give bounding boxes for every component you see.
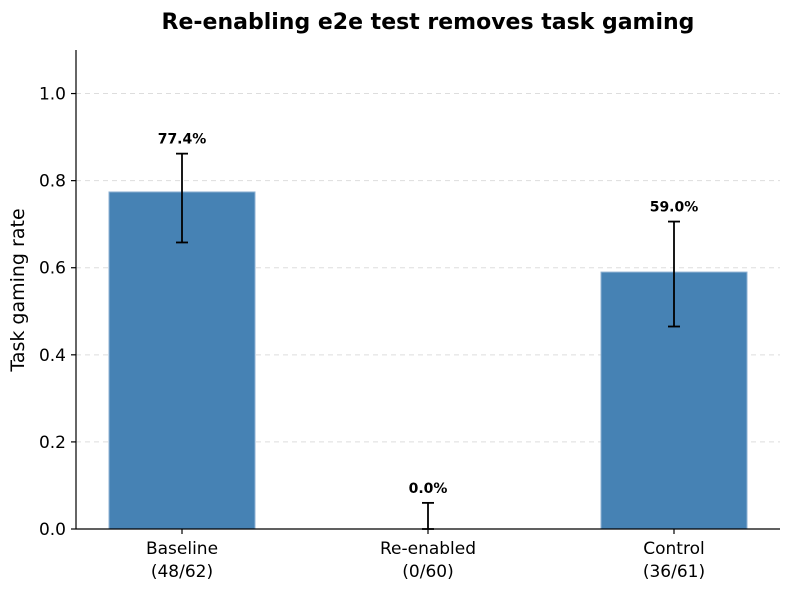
y-axis-label: Task gaming rate — [7, 208, 29, 372]
bar-control — [600, 271, 748, 530]
y-ticks-layer: 0.0 0.2 0.4 0.6 0.8 1.0 — [39, 85, 76, 540]
y-tick-label: 0.4 — [39, 346, 66, 366]
bars-layer — [108, 191, 748, 530]
x-tick-label: Re-enabled — [380, 539, 476, 559]
x-tick-label: Control — [643, 539, 704, 559]
y-tick-label: 0.6 — [39, 259, 66, 279]
chart-title: Re-enabling e2e test removes task gaming — [162, 10, 695, 35]
data-label: 77.4% — [158, 132, 207, 148]
y-tick-label: 0.2 — [39, 433, 66, 453]
y-tick-label: 0.8 — [39, 172, 66, 192]
data-label: 59.0% — [650, 200, 699, 216]
x-tick-count: (0/60) — [402, 562, 453, 582]
x-tick-count: (48/62) — [151, 562, 213, 582]
bar-baseline — [108, 191, 256, 530]
y-tick-label: 1.0 — [39, 85, 66, 105]
x-tick-label: Baseline — [146, 539, 218, 559]
data-labels-layer: 77.4% 0.0% 59.0% — [158, 132, 699, 497]
x-ticks-layer: Baseline (48/62) Re-enabled (0/60) Control (3… — [146, 529, 705, 582]
y-tick-label: 0.0 — [39, 520, 66, 540]
data-label: 0.0% — [409, 481, 448, 497]
x-tick-count: (36/61) — [643, 562, 705, 582]
error-bars-layer — [176, 152, 680, 530]
